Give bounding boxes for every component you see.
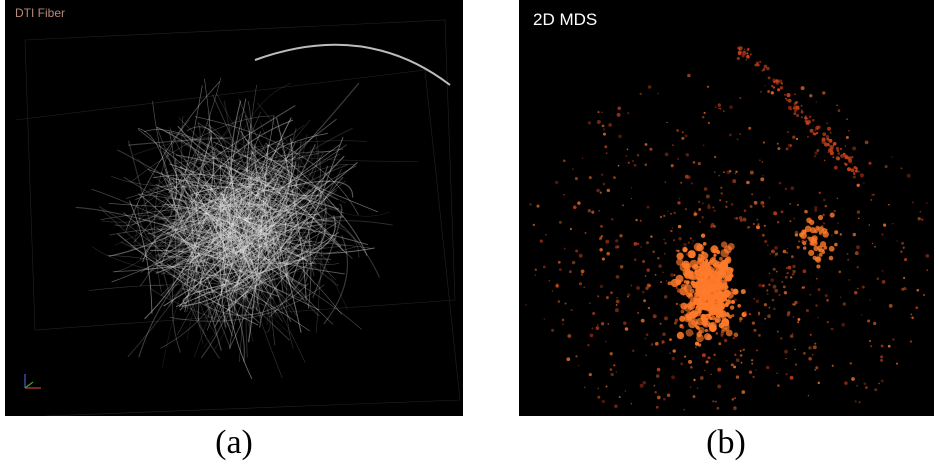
caption-a: (a) [215, 424, 253, 461]
dti-fiber-panel: DTI Fiber [5, 0, 463, 416]
dti-fiber-label: DTI Fiber [15, 6, 66, 20]
mds-label: 2D MDS [533, 10, 598, 29]
axis-orientation-icon [24, 374, 41, 389]
mds-panel: 2D MDS [519, 0, 934, 416]
fiber-tract-render [14, 19, 461, 416]
mds-scatter-render [525, 46, 930, 411]
caption-b: (b) [706, 424, 746, 461]
